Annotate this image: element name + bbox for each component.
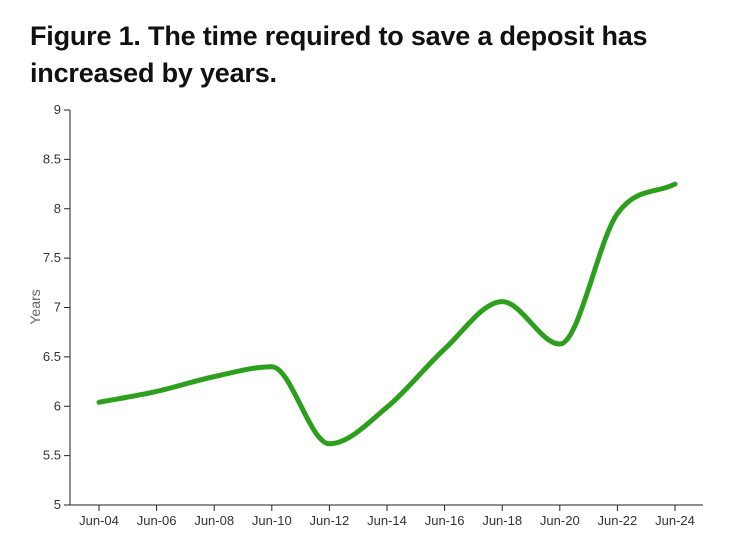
x-tick-label: Jun-24	[655, 513, 695, 528]
x-tick-label: Jun-16	[425, 513, 465, 528]
y-tick-label: 6	[54, 398, 61, 413]
x-tick-label: Jun-08	[194, 513, 234, 528]
x-tick-label: Jun-10	[252, 513, 292, 528]
y-tick-label: 9	[54, 102, 61, 117]
x-tick-label: Jun-22	[598, 513, 638, 528]
y-tick-label: 6.5	[43, 349, 61, 364]
x-tick-label: Jun-14	[367, 513, 407, 528]
x-tick-label: Jun-06	[137, 513, 177, 528]
y-tick-label: 5	[54, 497, 61, 512]
series-line-years	[96, 181, 678, 447]
y-axis-title: Years	[27, 289, 43, 324]
y-tick-label: 5.5	[43, 448, 61, 463]
x-tick-label: Jun-18	[482, 513, 522, 528]
chart-title: Figure 1. The time required to save a de…	[30, 21, 648, 88]
y-tick-label: 8.5	[43, 151, 61, 166]
y-tick-label: 7	[54, 300, 61, 315]
y-axis-ticks: 5 5.5 6 6.5 7 7.5 8 8.5 9	[43, 102, 70, 512]
x-axis-ticks: Jun-04 Jun-06 Jun-08 Jun-10 Jun-12 Jun-14 Jun-…	[79, 505, 695, 528]
x-tick-label: Jun-20	[540, 513, 580, 528]
y-tick-label: 8	[54, 201, 61, 216]
x-tick-label: Jun-12	[310, 513, 350, 528]
y-tick-label: 7.5	[43, 250, 61, 265]
x-tick-label: Jun-04	[79, 513, 119, 528]
